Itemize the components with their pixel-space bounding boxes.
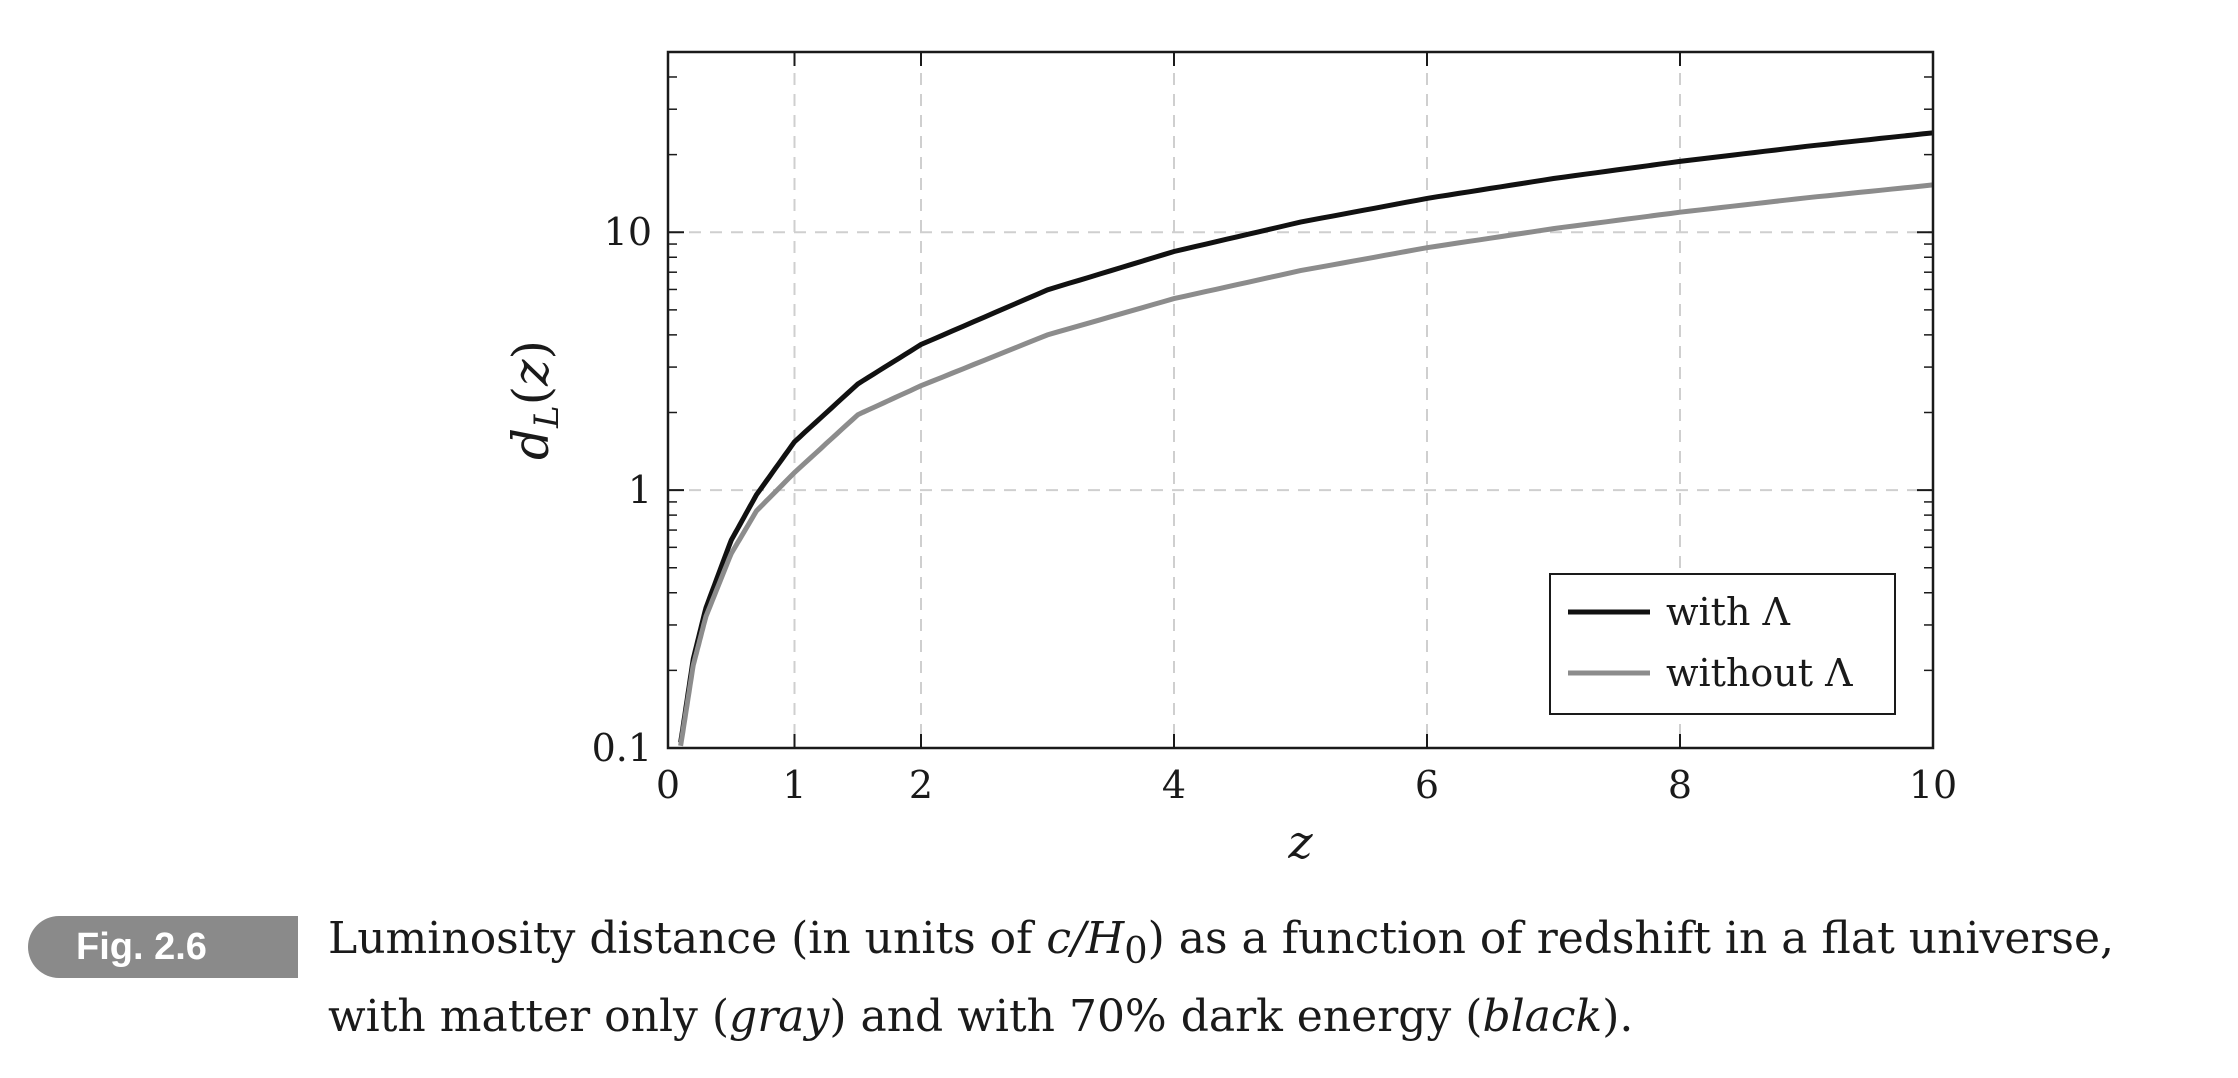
series-line-with-lambda bbox=[678, 130, 1933, 743]
x-tick-label: 6 bbox=[1415, 763, 1439, 807]
legend-label: with Λ bbox=[1666, 590, 1791, 634]
legend-box bbox=[1549, 573, 1896, 715]
x-tick-label: 4 bbox=[1162, 763, 1186, 807]
x-tick-label: 10 bbox=[1909, 763, 1957, 807]
grid-lines bbox=[668, 52, 1933, 748]
x-axis-label: z bbox=[1287, 815, 1313, 869]
series-line-without-lambda bbox=[678, 182, 1933, 747]
legend: with Λ without Λ bbox=[1549, 573, 1896, 715]
legend-label: without Λ bbox=[1666, 651, 1853, 695]
y-tick-label: 1 bbox=[628, 468, 652, 512]
y-axis-label-text: dL(z) bbox=[502, 340, 567, 460]
tick-labels: 0 1 2 4 6 8 10 0.1 1 10 bbox=[592, 210, 1958, 807]
x-tick-label: 0 bbox=[656, 763, 680, 807]
plot-frame bbox=[666, 50, 1935, 750]
data-series bbox=[678, 130, 1933, 747]
y-tick-label: 10 bbox=[604, 210, 652, 254]
luminosity-distance-chart: 0 1 2 4 6 8 10 0.1 1 10 z dL(z) with Λ without Λ bbox=[502, 50, 1958, 869]
x-tick-label: 1 bbox=[782, 763, 806, 807]
x-tick-label: 8 bbox=[1668, 763, 1692, 807]
y-tick-label: 0.1 bbox=[592, 726, 652, 770]
x-tick-label: 2 bbox=[909, 763, 933, 807]
figure-label-badge: Fig. 2.6 bbox=[28, 916, 298, 978]
y-axis-label: dL(z) bbox=[502, 340, 567, 460]
caption-text: Luminosity distance (in units of c/H0) a… bbox=[328, 913, 2115, 1042]
